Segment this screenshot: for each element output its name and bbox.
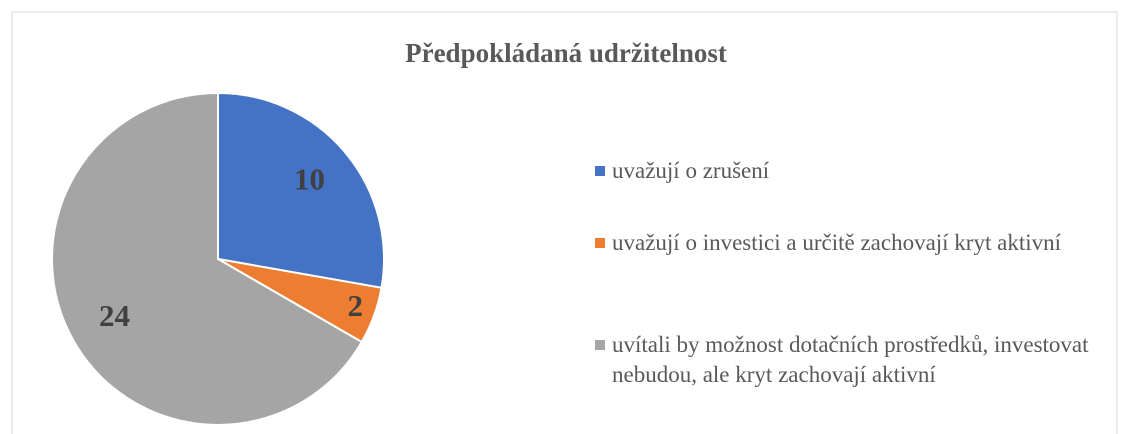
data-label: 10 [294, 161, 325, 196]
legend-swatch [595, 166, 605, 176]
pie-slice [217, 91, 385, 289]
data-label: 2 [348, 288, 364, 323]
legend-swatch [595, 340, 605, 350]
pie-slice [51, 91, 364, 426]
legend-swatch [595, 238, 605, 248]
chart-title: Předpokládaná udržitelnost [405, 38, 727, 68]
legend-label: uvažují o zrušení [612, 158, 770, 183]
chart-frame [11, 11, 1118, 434]
legend-label: uvažují o investici a určitě zachovají k… [612, 230, 1061, 255]
legend-label: uvítali by možnost dotačních prostředků,… [612, 332, 1089, 387]
data-label: 24 [99, 298, 130, 333]
